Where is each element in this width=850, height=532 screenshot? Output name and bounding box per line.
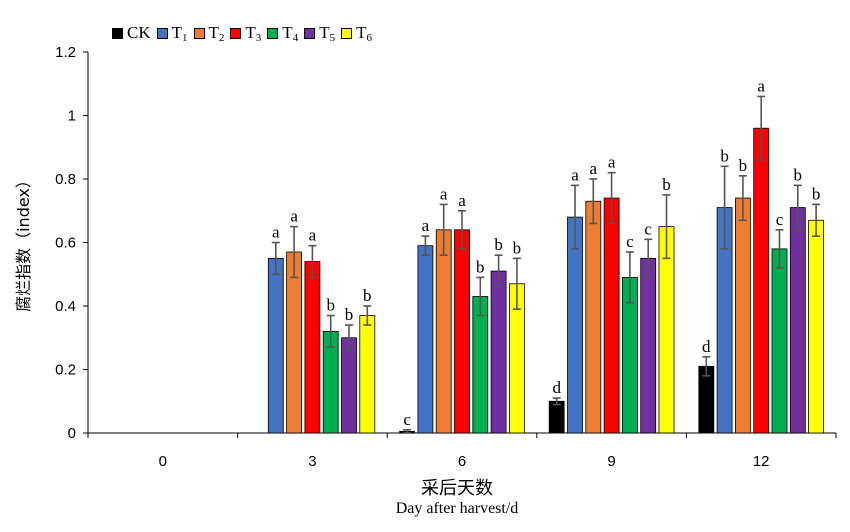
legend-swatch xyxy=(112,27,123,39)
y-tick-label: 1 xyxy=(68,108,76,125)
significance-label: a xyxy=(290,207,298,226)
bar-t2-day-9 xyxy=(585,200,602,434)
legend-item-t6: T6 xyxy=(341,23,372,44)
y-tick-label: 0 xyxy=(68,425,76,442)
significance-label: a xyxy=(309,226,317,245)
legend-label: T2 xyxy=(208,22,225,44)
x-axis-label-en: Day after harvest/d xyxy=(395,500,519,517)
legend-item-t5: T5 xyxy=(304,23,335,44)
significance-label: b xyxy=(812,184,821,203)
bar-ck-day-9 xyxy=(548,400,565,434)
significance-label: a xyxy=(571,165,579,184)
legend-label: T5 xyxy=(319,22,336,44)
bar-t5-day-3 xyxy=(341,337,357,434)
significance-label: d xyxy=(702,337,711,356)
x-axis-label-cn: 采后天数 xyxy=(421,478,493,499)
bar-t5-day-6 xyxy=(490,270,507,434)
bar-t3-day-6 xyxy=(454,229,470,434)
legend-swatch xyxy=(341,27,353,39)
bar-t5-day-9 xyxy=(640,257,657,434)
x-tick-label: 0 xyxy=(159,453,167,470)
significance-label: a xyxy=(458,191,466,210)
significance-label: a xyxy=(757,76,765,95)
bar-t2-day-6 xyxy=(435,229,452,434)
significance-label: a xyxy=(440,184,448,203)
significance-label: b xyxy=(494,235,503,254)
legend-swatch xyxy=(267,27,279,39)
bar-t6-day-12 xyxy=(808,219,824,434)
legend-label: T4 xyxy=(282,22,299,44)
bar-t5-day-12 xyxy=(789,207,806,434)
bar-t2-day-3 xyxy=(286,251,303,434)
significance-label: b xyxy=(345,305,354,324)
y-tick-label: 0.6 xyxy=(55,235,76,252)
legend-swatch xyxy=(230,27,242,39)
legend-label: T6 xyxy=(356,22,372,44)
legend-item-ck: CK xyxy=(112,23,151,43)
significance-label: b xyxy=(513,238,522,257)
bar-t1-day-3 xyxy=(267,257,284,434)
legend-label: CK xyxy=(127,23,151,42)
bar-t1-day-6 xyxy=(417,245,434,434)
significance-label: c xyxy=(626,232,634,251)
bar-t2-day-12 xyxy=(735,197,751,434)
x-tick-label: 6 xyxy=(458,453,466,470)
legend-swatch xyxy=(156,27,168,39)
legend-label: T1 xyxy=(171,22,188,44)
significance-label: b xyxy=(720,146,729,165)
significance-label: a xyxy=(608,153,616,172)
y-tick-label: 0.2 xyxy=(55,362,76,379)
significance-label: d xyxy=(552,378,561,397)
x-tick-label: 12 xyxy=(753,453,770,470)
significance-label: b xyxy=(739,156,748,175)
bar-t4-day-6 xyxy=(472,296,489,434)
y-tick-label: 0.4 xyxy=(55,298,76,315)
x-tick-label: 3 xyxy=(308,453,316,470)
significance-label: b xyxy=(662,175,671,194)
legend-item-t4: T4 xyxy=(267,23,298,44)
bar-t3-day-12 xyxy=(753,127,770,434)
significance-label: a xyxy=(590,159,598,178)
y-tick-label: 0.8 xyxy=(55,171,76,188)
significance-label: a xyxy=(422,216,430,235)
legend-item-t1: T1 xyxy=(156,22,188,44)
legend-item-t2: T2 xyxy=(193,22,225,44)
chart-axes: 0 0.2 0.4 0.6 0.8 1 1.2 0 3 6 9 12 xyxy=(55,44,837,470)
chart-legend: CK T1 T2 T3 T4 T5 T6 xyxy=(112,21,378,45)
x-tick-label: 9 xyxy=(607,453,615,470)
significance-label: a xyxy=(272,223,280,242)
chart-bars xyxy=(267,95,824,434)
bar-t3-day-3 xyxy=(304,261,321,434)
significance-label: b xyxy=(794,165,803,184)
significance-label: c xyxy=(644,219,652,238)
y-tick-label: 1.2 xyxy=(55,44,76,61)
legend-swatch xyxy=(304,27,316,39)
bar-t4-day-12 xyxy=(771,248,788,434)
significance-label: b xyxy=(326,296,335,315)
bar-t6-day-3 xyxy=(359,315,376,434)
significance-label: c xyxy=(776,210,784,229)
bar-t3-day-9 xyxy=(603,197,620,434)
significance-label: b xyxy=(363,286,372,305)
legend-item-t3: T3 xyxy=(230,23,261,44)
legend-swatch xyxy=(193,27,205,39)
significance-label: c xyxy=(403,410,411,429)
significance-label: b xyxy=(476,257,485,276)
legend-label: T3 xyxy=(245,22,262,44)
